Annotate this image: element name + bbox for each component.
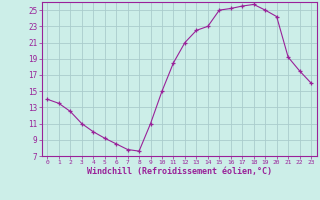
X-axis label: Windchill (Refroidissement éolien,°C): Windchill (Refroidissement éolien,°C)	[87, 167, 272, 176]
